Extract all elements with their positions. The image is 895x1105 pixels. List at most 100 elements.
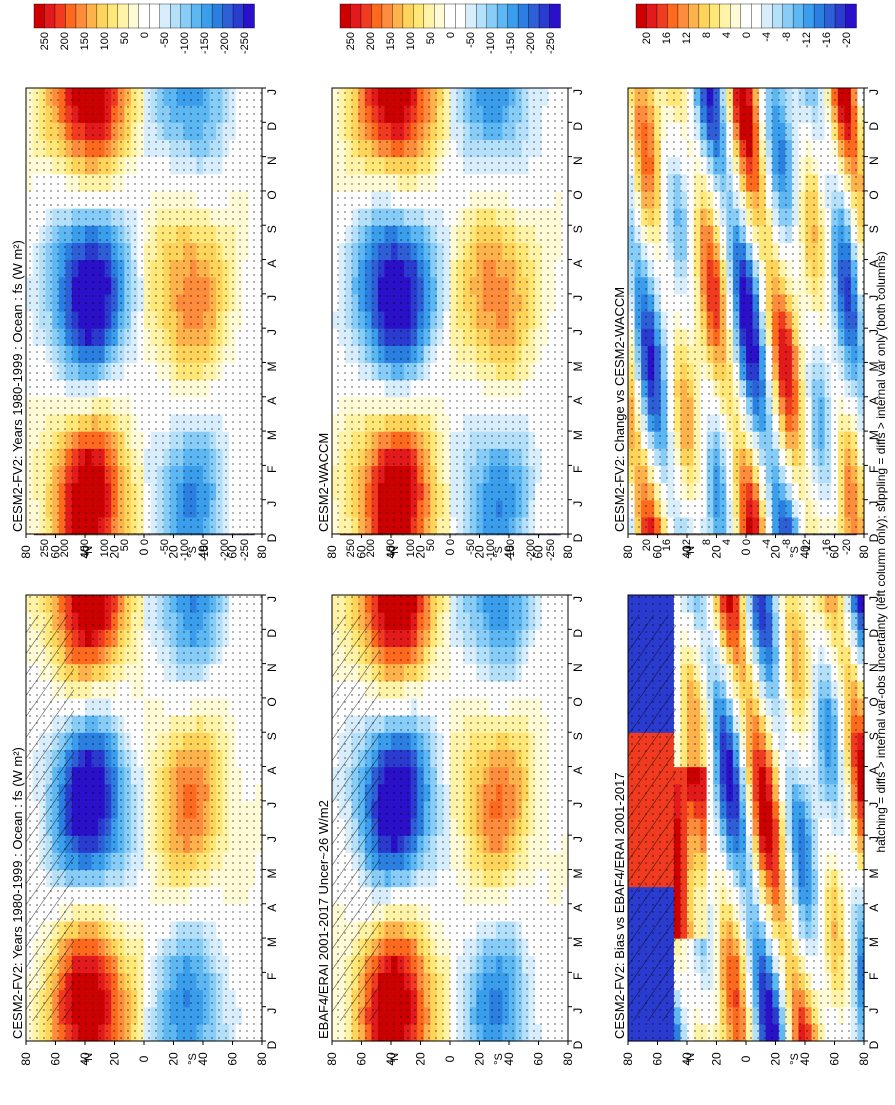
- x-tick-label: F: [265, 466, 279, 473]
- x-tick-label: J: [265, 802, 279, 808]
- x-tick-label: D: [265, 122, 279, 131]
- colorbar-label: 200: [59, 539, 71, 557]
- y-tick-label: 40: [196, 1052, 210, 1066]
- colorbar-swatch: [201, 3, 213, 29]
- x-tick-label: M: [265, 937, 279, 947]
- x-tick-label: J: [265, 1008, 279, 1014]
- x-tick-label: D: [265, 1040, 279, 1049]
- x-tick-label: M: [265, 361, 279, 371]
- x-tick-label: M: [265, 868, 279, 878]
- colorbar-label: 200: [365, 539, 377, 557]
- x-tick-label: J: [265, 596, 279, 602]
- x-tick-label: J: [867, 596, 881, 602]
- y-tick-label: 80: [857, 1052, 871, 1066]
- y-tick-label: 60: [651, 1052, 665, 1066]
- x-tick-label: J: [265, 329, 279, 335]
- colorbar-swatch: [117, 3, 129, 29]
- x-tick-label: A: [265, 767, 279, 775]
- colorbar-label: 150: [385, 539, 397, 557]
- panel-title: CESM2-FV2: Years 1980-1999 : Ocean : fs …: [10, 240, 25, 532]
- colorbar-label: -250: [239, 539, 251, 561]
- colorbar-label: 150: [79, 32, 91, 50]
- colorbar-label: 20: [641, 539, 653, 551]
- colorbar-label: 4: [721, 539, 733, 545]
- lat-unit-s: °S: [187, 546, 199, 558]
- y-tick-label: 80: [19, 1052, 33, 1066]
- x-tick-label: A: [571, 767, 585, 775]
- colorbar-label: 0: [139, 32, 151, 38]
- x-tick-label: N: [265, 663, 279, 672]
- colorbar-label: 0: [139, 539, 151, 545]
- x-tick-label: O: [571, 697, 585, 706]
- colorbar-label: -200: [219, 539, 231, 561]
- y-tick-label: 40: [798, 1052, 812, 1066]
- y-tick-label: 20: [769, 1052, 783, 1066]
- colorbar-label: 150: [79, 539, 91, 557]
- y-tick-label: 60: [355, 1052, 369, 1066]
- x-tick-label: D: [265, 533, 279, 542]
- colorbar-swatch: [232, 3, 245, 29]
- colorbar-label: -100: [179, 32, 191, 54]
- x-tick-label: J: [867, 836, 881, 842]
- colorbar-swatch: [169, 3, 182, 29]
- x-tick-label: N: [571, 663, 585, 672]
- colorbar-label: -50: [465, 539, 477, 555]
- x-tick-label: M: [867, 937, 881, 947]
- colorbar-swatch: [128, 3, 140, 29]
- x-tick-label: S: [571, 732, 585, 740]
- colorbar-label: -8: [781, 539, 793, 549]
- x-tick-label: O: [265, 190, 279, 199]
- colorbar-label: -12: [801, 539, 813, 555]
- x-tick-label: A: [571, 904, 585, 912]
- colorbar-label: -4: [761, 539, 773, 549]
- colorbar-label: -150: [199, 539, 211, 561]
- colorbar-label: -250: [239, 32, 251, 54]
- y-tick-label: 60: [828, 1052, 842, 1066]
- colorbar-label: -100: [485, 539, 497, 561]
- colorbar-label: -20: [841, 539, 853, 555]
- colorbar-swatch: [211, 3, 224, 29]
- hatching-overlay: [26, 615, 74, 1021]
- colorbar-label: 12: [681, 539, 693, 551]
- colorbar-swatch: [54, 3, 67, 29]
- y-tick-label: 0: [739, 1055, 753, 1062]
- x-tick-label: S: [265, 225, 279, 233]
- x-tick-label: A: [265, 397, 279, 405]
- colorbar-label: 250: [39, 539, 51, 557]
- y-tick-label: 40: [502, 1052, 516, 1066]
- colorbar-label: -150: [199, 32, 211, 54]
- lat-unit-s: °S: [187, 1053, 199, 1065]
- x-tick-label: M: [571, 937, 585, 947]
- colorbar-swatch: [190, 3, 203, 29]
- colorbar-label: 100: [405, 539, 417, 557]
- x-tick-label: A: [265, 260, 279, 268]
- x-tick-label: J: [867, 802, 881, 808]
- colorbar-swatch: [159, 3, 171, 29]
- colorbar-label: -16: [821, 539, 833, 555]
- y-tick-label: 20: [473, 1052, 487, 1066]
- colorbar-label: -100: [179, 539, 191, 561]
- colorbar-label: -150: [505, 539, 517, 561]
- x-tick-label: N: [265, 156, 279, 165]
- y-tick-label: 20: [167, 1052, 181, 1066]
- lat-unit-s: °S: [493, 1053, 505, 1065]
- colorbar-swatch: [96, 3, 109, 29]
- x-tick-label: J: [571, 596, 585, 602]
- y-tick-label: 60: [49, 1052, 63, 1066]
- lat-unit-s: °S: [789, 1053, 801, 1065]
- x-tick-label: J: [265, 836, 279, 842]
- colorbar-swatch: [138, 3, 150, 29]
- y-tick-label: 80: [255, 1052, 269, 1066]
- colorbar-label: 8: [701, 539, 713, 545]
- hatching-overlay: [332, 615, 380, 1021]
- x-tick-label: D: [265, 629, 279, 638]
- y-tick-label: 0: [443, 1055, 457, 1062]
- y-tick-label: 80: [255, 545, 269, 559]
- y-tick-label: 20: [710, 1052, 724, 1066]
- colorbar-label: 100: [99, 32, 111, 50]
- y-tick-label: 40: [680, 1052, 694, 1066]
